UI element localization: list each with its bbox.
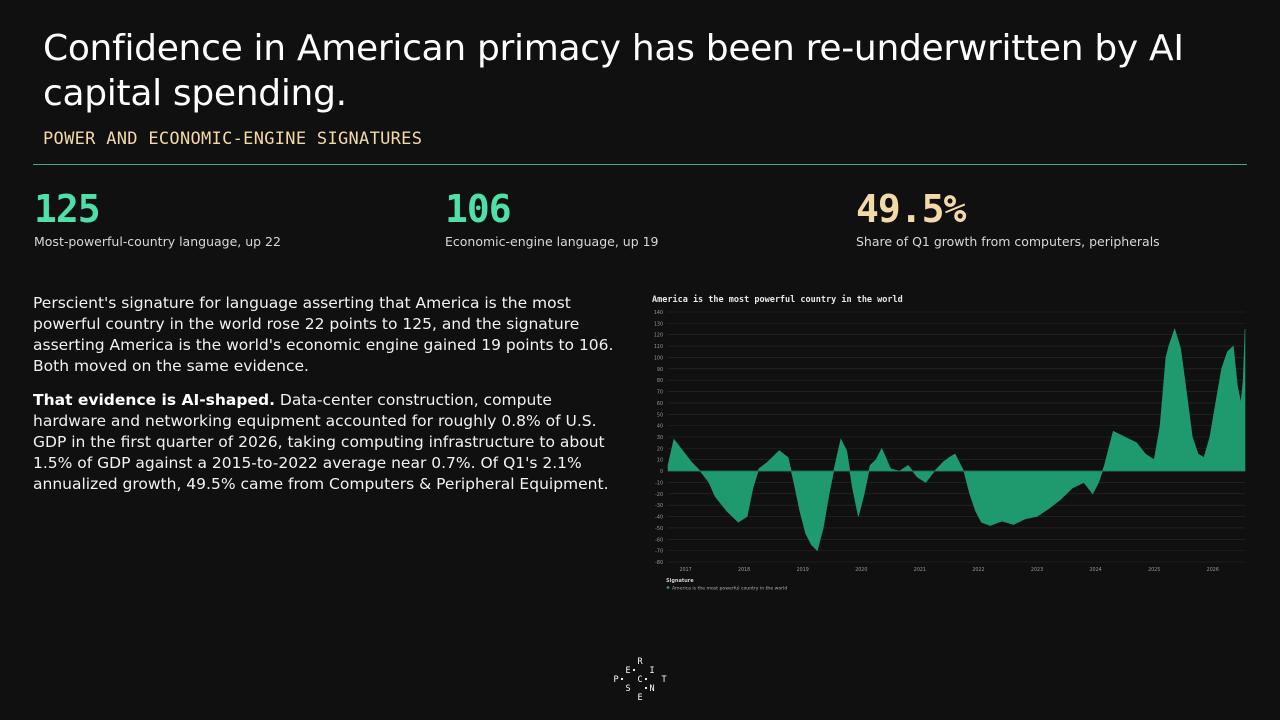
y-tick-label: 140 xyxy=(654,310,663,316)
y-tick-label: 0 xyxy=(660,469,663,475)
logo-dot xyxy=(620,677,624,681)
logo-letter: C xyxy=(637,675,642,685)
x-tick-label: 2017 xyxy=(679,567,691,573)
x-tick-label: 2025 xyxy=(1148,567,1160,573)
y-tick-label: 110 xyxy=(654,344,663,350)
y-tick-label: 90 xyxy=(657,367,663,373)
y-tick-label: 30 xyxy=(657,435,663,441)
body-text: Perscient's signature for language asser… xyxy=(33,293,623,508)
page-title: Confidence in American primacy has been … xyxy=(43,28,1184,114)
logo-dot xyxy=(644,677,648,681)
body-paragraph-2: That evidence is AI-shaped. Data-center … xyxy=(33,390,623,495)
y-tick-label: -60 xyxy=(655,537,663,543)
stat-economic-engine: 106 Economic-engine language, up 19 xyxy=(445,186,659,249)
logo-letter: P xyxy=(613,675,618,685)
y-tick-label: -20 xyxy=(655,492,663,498)
body-paragraph-2-rest: Data-center construction, compute hardwa… xyxy=(33,391,609,493)
y-tick-label: -30 xyxy=(655,503,663,509)
legend-entry: America is the most powerful country in … xyxy=(672,585,787,591)
x-tick-label: 2021 xyxy=(914,567,926,573)
y-tick-label: -50 xyxy=(655,526,663,532)
x-tick-label: 2020 xyxy=(855,567,867,573)
y-tick-label: 50 xyxy=(657,412,663,418)
x-tick-label: 2019 xyxy=(797,567,809,573)
y-tick-label: -80 xyxy=(655,560,663,566)
signature-area-chart: America is the most powerful country in … xyxy=(652,294,1246,591)
logo-letter: I xyxy=(649,666,654,676)
y-tick-label: 20 xyxy=(657,446,663,452)
y-tick-label: 80 xyxy=(657,378,663,384)
legend-title: Signature xyxy=(666,578,694,584)
stat-growth-share: 49.5% Share of Q1 growth from computers,… xyxy=(856,186,1160,249)
x-tick-label: 2018 xyxy=(738,567,750,573)
body-paragraph-2-lead: That evidence is AI-shaped. xyxy=(33,391,275,409)
y-tick-label: 130 xyxy=(654,321,663,327)
stat-label: Economic-engine language, up 19 xyxy=(445,234,659,249)
logo-letter: T xyxy=(661,675,666,685)
x-tick-label: 2026 xyxy=(1207,567,1219,573)
perscient-logo: RE IP C TS NE xyxy=(613,657,666,701)
stat-value: 49.5% xyxy=(856,187,966,231)
x-tick-label: 2024 xyxy=(1090,567,1102,573)
y-tick-label: -10 xyxy=(655,480,663,486)
x-tick-label: 2022 xyxy=(972,567,984,573)
logo-letter: E xyxy=(637,693,642,701)
y-tick-label: 60 xyxy=(657,401,663,407)
chart-panel: America is the most powerful country in … xyxy=(648,290,1248,596)
legend-swatch xyxy=(666,586,670,589)
y-tick-label: 40 xyxy=(657,424,663,430)
stat-label: Most-powerful-country language, up 22 xyxy=(34,234,281,249)
y-tick-label: -70 xyxy=(655,549,663,555)
logo-letter: R xyxy=(637,657,643,667)
body-paragraph-1: Perscient's signature for language asser… xyxy=(33,294,614,375)
stat-label: Share of Q1 growth from computers, perip… xyxy=(856,234,1160,249)
stat-most-powerful: 125 Most-powerful-country language, up 2… xyxy=(34,186,281,249)
y-tick-label: 70 xyxy=(657,390,663,396)
series-area xyxy=(667,328,1246,552)
logo-letter: S xyxy=(625,684,630,694)
header-divider xyxy=(33,164,1247,165)
stat-value: 125 xyxy=(34,187,101,231)
logo-dot xyxy=(632,668,636,672)
y-tick-label: 10 xyxy=(657,458,663,464)
logo-letter: N xyxy=(649,684,654,694)
logo-letter: E xyxy=(625,666,630,676)
y-tick-label: 100 xyxy=(654,355,663,361)
chart-title: America is the most powerful country in … xyxy=(652,294,903,305)
x-tick-label: 2023 xyxy=(1031,567,1043,573)
stat-value: 106 xyxy=(445,187,512,231)
y-tick-label: -40 xyxy=(655,515,663,521)
logo-dot xyxy=(644,686,648,690)
y-tick-label: 120 xyxy=(654,333,663,339)
page-subtitle: POWER AND ECONOMIC-ENGINE SIGNATURES xyxy=(43,129,423,149)
